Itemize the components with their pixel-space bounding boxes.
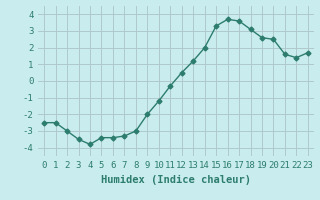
X-axis label: Humidex (Indice chaleur): Humidex (Indice chaleur): [101, 175, 251, 185]
